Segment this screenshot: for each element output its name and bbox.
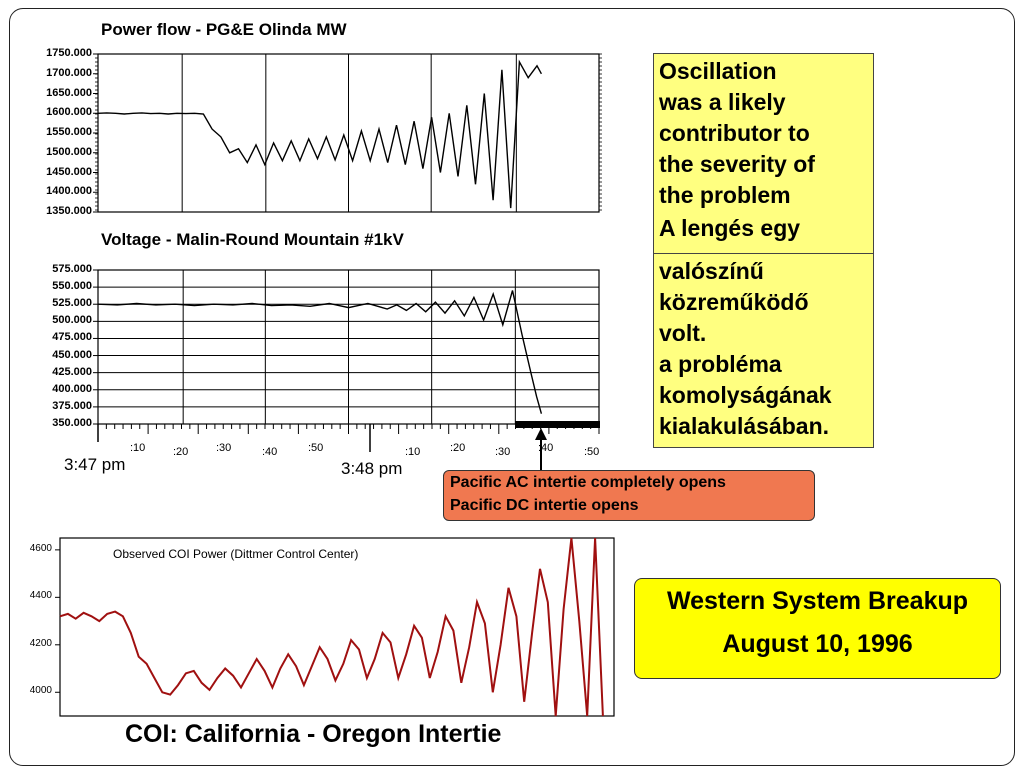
voltage-x-tick-label: :40 <box>538 442 554 454</box>
voltage-y-tick-label: 475.000 <box>52 331 92 344</box>
note-line: volt. <box>659 320 707 346</box>
voltage-x-tick-label: :10 <box>130 442 146 454</box>
note-line: közreműködő <box>659 289 809 315</box>
power-y-tick-label: 1550.000 <box>46 126 92 138</box>
coi-plot-frame <box>59 537 615 717</box>
coi-chart-title: Observed COI Power (Dittmer Control Cent… <box>113 547 359 561</box>
callout-line-2: Pacific DC intertie opens <box>450 497 639 514</box>
note-line: was a likely <box>659 89 786 115</box>
voltage-y-tick-label: 550.000 <box>52 280 92 293</box>
x-major-label-347: 3:47 pm <box>64 455 126 474</box>
coi-y-tick-label: 4600 <box>29 542 52 554</box>
note-box: Oscillation was a likely contributor to … <box>653 53 874 448</box>
note-line: the severity of <box>659 151 815 177</box>
note-line: a probléma <box>659 351 782 377</box>
voltage-y-tick-label: 350.000 <box>52 417 92 429</box>
callout-line-1: Pacific AC intertie completely opens <box>450 474 726 491</box>
power-y-tick-label: 1650.000 <box>46 86 92 99</box>
voltage-x-tick-label: :50 <box>584 446 600 458</box>
voltage-x-tick-label: :20 <box>450 442 466 454</box>
voltage-y-tick-label: 450.000 <box>52 348 92 361</box>
intertie-callout: Pacific AC intertie completely opens Pac… <box>443 470 815 521</box>
power-y-tick-label: 1700.000 <box>46 66 92 79</box>
western-breakup-box: Western System Breakup August 10, 1996 <box>634 578 1001 679</box>
note-bottom: valószínű közreműködő volt. a probléma k… <box>659 256 832 442</box>
voltage-x-tick-label: :50 <box>308 442 324 454</box>
voltage-x-tick-label: :40 <box>262 446 278 458</box>
note-top: Oscillation was a likely contributor to … <box>659 56 815 244</box>
voltage-y-tick-label: 425.000 <box>52 365 92 378</box>
note-line: komolyságának <box>659 382 832 408</box>
power-y-tick-label: 1750.000 <box>46 47 92 59</box>
voltage-x-tick-label: :30 <box>216 442 232 454</box>
power-y-tick-label: 1400.000 <box>46 185 92 198</box>
voltage-y-tick-label: 525.000 <box>52 297 92 310</box>
power-y-tick-label: 1500.000 <box>46 145 92 158</box>
power-flow-title: Power flow - PG&E Olinda MW <box>101 20 347 39</box>
voltage-x-tick-label: :20 <box>173 446 189 458</box>
wsb-title: Western System Breakup <box>666 587 969 615</box>
note-line: valószínű <box>659 258 764 284</box>
wsb-date: August 10, 1996 <box>722 630 913 658</box>
x-major-label-348: 3:48 pm <box>341 459 403 478</box>
coi-y-tick-label: 4200 <box>29 637 52 649</box>
voltage-title: Voltage - Malin-Round Mountain #1kV <box>101 230 404 249</box>
coi-caption: COI: California - Oregon Intertie <box>125 720 502 748</box>
voltage-y-tick-label: 500.000 <box>52 314 92 327</box>
power-y-tick-label: 1450.000 <box>46 165 92 178</box>
voltage-x-tick-label: :10 <box>405 446 421 458</box>
note-line: kialakulásában. <box>659 413 830 439</box>
callout-arrow-head <box>535 428 547 440</box>
note-divider <box>654 253 873 254</box>
voltage-x-tick-label: :30 <box>495 446 511 458</box>
coi-series-line <box>59 537 604 717</box>
voltage-series-line <box>97 290 543 414</box>
note-line: the problem <box>659 182 791 208</box>
power-series-line <box>97 59 543 209</box>
note-line: A lengés egy <box>659 215 801 241</box>
note-line: Oscillation <box>659 58 777 84</box>
power-y-tick-label: 1600.000 <box>46 106 92 119</box>
coi-y-tick-label: 4000 <box>29 685 52 697</box>
voltage-y-tick-label: 375.000 <box>52 399 92 412</box>
power-y-tick-label: 1350.000 <box>46 205 92 217</box>
voltage-y-tick-label: 400.000 <box>52 382 92 395</box>
coi-y-tick-label: 4400 <box>29 590 52 602</box>
note-line: contributor to <box>659 120 810 146</box>
voltage-y-tick-label: 575.000 <box>52 263 92 275</box>
